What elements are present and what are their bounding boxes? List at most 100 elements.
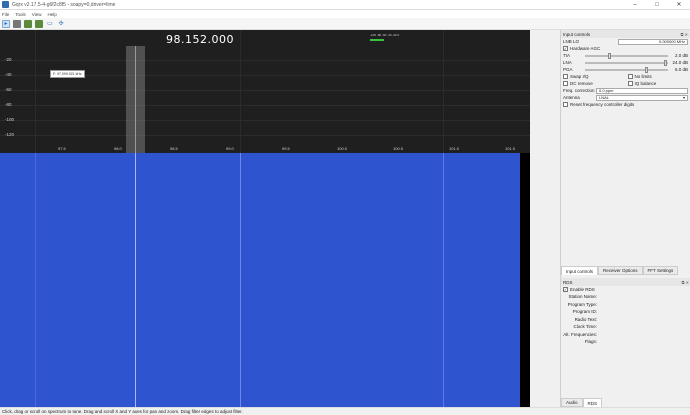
menu-view[interactable]: View xyxy=(31,11,42,17)
cursor-tooltip: F: 97,099.921 kHz xyxy=(50,70,85,78)
db-label: -100 xyxy=(5,117,15,122)
rds-field-label: Program ID: xyxy=(572,309,597,315)
no-limits-checkbox[interactable] xyxy=(627,74,633,79)
enable-rds-checkbox[interactable]: ✓ xyxy=(563,287,568,292)
slider-handle[interactable] xyxy=(607,52,611,59)
record-icon[interactable] xyxy=(35,19,43,28)
grid-line xyxy=(0,90,530,91)
gain-row-lna: LNA 24.0 dB xyxy=(561,59,690,66)
menu-tools[interactable]: Tools xyxy=(15,11,26,17)
meter-scale: -100 -80 -60 -40 -20 0 xyxy=(370,33,400,37)
title-bar: Gqrx v2.17.5-4-g6f2c8f5 - soapy=0,driver… xyxy=(0,0,690,10)
swap-iq-checkbox[interactable] xyxy=(563,74,568,79)
gain-label-pga: PGA xyxy=(563,67,573,72)
spectrum-plot[interactable]: 98.152.000 -100 -80 -60 -40 -20 0 -20 -4… xyxy=(0,30,530,153)
rds-field-label: Clock Time: xyxy=(573,324,597,330)
frequency-readout[interactable]: 98.152.000 xyxy=(166,33,234,46)
dock-close-icon[interactable]: ⧉ ✕ xyxy=(680,31,688,37)
rds-field-label: Station Name: xyxy=(568,294,597,300)
maximize-button[interactable]: □ xyxy=(655,1,659,8)
gain-value-tia: 2.0 dB xyxy=(674,53,688,58)
device-icon[interactable] xyxy=(13,19,21,28)
minimize-button[interactable]: – xyxy=(633,1,637,8)
rds-field-label: Program Type: xyxy=(567,301,597,307)
no-limits-option[interactable]: No limits xyxy=(626,73,690,80)
freq-label: 101.0 xyxy=(449,146,460,151)
fullscreen-icon[interactable]: ▭ xyxy=(47,21,53,27)
swap-iq-option[interactable]: Swap I/Q xyxy=(561,73,626,80)
tab-rds[interactable]: RDS xyxy=(582,398,603,407)
menu-help[interactable]: Help xyxy=(47,11,57,17)
pointer-icon[interactable]: ▸ xyxy=(2,19,10,28)
hardware-agc-checkbox[interactable]: ✓ xyxy=(563,46,568,51)
input-controls-title: Input controls xyxy=(563,31,591,37)
tab-receiver-options[interactable]: Receiver Options xyxy=(598,266,643,275)
db-label: -120 xyxy=(5,132,15,137)
freq-correction-input[interactable]: 0.0 ppm xyxy=(596,87,688,94)
gain-slider-pga[interactable] xyxy=(585,66,668,73)
dc-remove-checkbox[interactable] xyxy=(563,81,568,86)
reset-freq-checkbox[interactable] xyxy=(563,102,568,107)
enable-rds-row[interactable]: ✓ Enable RDS xyxy=(561,286,690,293)
reset-freq-row[interactable]: Reset frequency controller digits xyxy=(561,101,690,108)
iq-balance-option[interactable]: IQ balance xyxy=(626,80,690,87)
grid-line xyxy=(0,75,530,76)
tuning-line[interactable] xyxy=(135,46,136,153)
rds-panel: RDS ⧉ ✕ ✓ Enable RDS Station Name: Progr… xyxy=(561,278,690,346)
lnb-lo-input[interactable]: 0.000000 MHz xyxy=(618,38,688,45)
no-limits-label: No limits xyxy=(634,74,652,79)
toolbar: ▸ ▭ ✣ xyxy=(0,18,690,30)
gain-value-lna: 24.0 dB xyxy=(672,60,688,65)
rds-field: Clock Time: xyxy=(561,323,690,331)
grid-line xyxy=(0,135,530,136)
dc-remove-option[interactable]: DC remove xyxy=(561,80,626,87)
hardware-agc-label: Hardware AGC xyxy=(570,46,601,51)
window-title: Gqrx v2.17.5-4-g6f2c8f5 - soapy=0,driver… xyxy=(12,1,116,8)
freq-label: 100.5 xyxy=(393,146,404,151)
tab-audio[interactable]: Audio xyxy=(561,398,583,407)
rds-field: Flags: xyxy=(561,338,690,346)
iq-balance-checkbox[interactable] xyxy=(627,81,633,86)
grid-line xyxy=(0,120,530,121)
waterfall-signal-line xyxy=(240,153,241,407)
save-icon[interactable] xyxy=(24,19,32,28)
gain-label-lna: LNA xyxy=(563,60,572,65)
chevron-down-icon: ▾ xyxy=(682,95,685,100)
signal-meter: -100 -80 -60 -40 -20 0 xyxy=(370,33,412,43)
grid-line xyxy=(0,60,530,61)
right-dock: Input controls ⧉ ✕ LNB LO 0.000000 MHz ✓… xyxy=(560,30,690,407)
options-row-1: Swap I/Q No limits xyxy=(561,73,690,80)
status-bar: Click, drag or scroll on spectrum to tun… xyxy=(0,407,690,415)
enable-rds-label: Enable RDS xyxy=(570,287,595,292)
options-row-2: DC remove IQ balance xyxy=(561,80,690,87)
rds-title: RDS xyxy=(563,279,573,285)
gain-slider-tia[interactable] xyxy=(585,52,668,59)
slider-handle[interactable] xyxy=(645,66,649,73)
waterfall-margin xyxy=(520,153,530,407)
antenna-row: Antenna LNAL ▾ xyxy=(561,94,690,101)
menu-file[interactable]: File xyxy=(2,11,10,17)
input-controls-header: Input controls ⧉ ✕ xyxy=(561,30,690,38)
status-text: Click, drag or scroll on spectrum to tun… xyxy=(2,409,243,414)
arrows-icon[interactable]: ✣ xyxy=(58,21,64,27)
freq-correction-label: Freq. correction xyxy=(563,88,595,93)
meter-bar xyxy=(370,39,384,41)
close-button[interactable]: ✕ xyxy=(676,2,682,8)
gain-slider-lna[interactable] xyxy=(585,59,668,66)
app-icon xyxy=(2,1,9,8)
lnb-lo-label: LNB LO xyxy=(563,39,580,44)
tab-fft-settings[interactable]: FFT Settings xyxy=(642,266,679,275)
hardware-agc-row[interactable]: ✓ Hardware AGC xyxy=(561,45,690,52)
rds-header: RDS ⧉ ✕ xyxy=(561,278,690,286)
waterfall-signal-line xyxy=(35,153,36,407)
grid-line xyxy=(35,30,36,153)
freq-correction-row: Freq. correction 0.0 ppm xyxy=(561,87,690,94)
slider-handle[interactable] xyxy=(664,59,668,66)
rds-close-icon[interactable]: ⧉ ✕ xyxy=(681,279,689,285)
antenna-select[interactable]: LNAL ▾ xyxy=(596,94,688,101)
tab-input-controls[interactable]: Input controls xyxy=(561,266,599,275)
gain-row-tia: TIA 2.0 dB xyxy=(561,52,690,59)
bottom-tab-bar: Audio RDS xyxy=(561,398,603,407)
freq-label: 98.5 xyxy=(170,146,178,151)
waterfall-display[interactable] xyxy=(0,153,530,407)
